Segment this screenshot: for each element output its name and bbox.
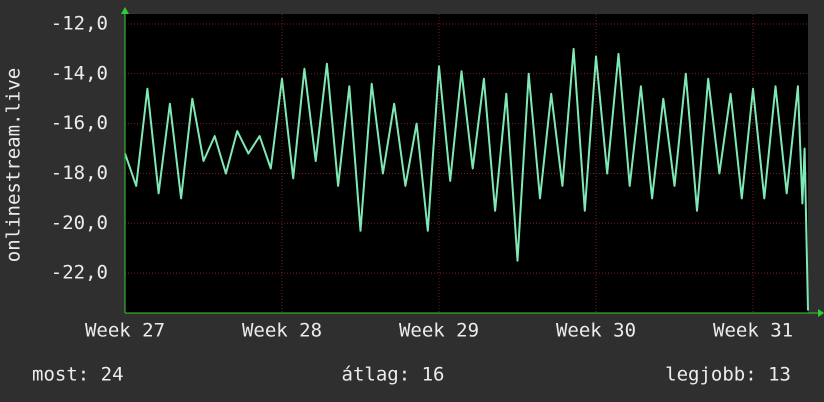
stat-average: átlag: 16 (342, 364, 445, 386)
y-tick-label: -22,0 (51, 262, 108, 284)
x-tick-label: Week 29 (399, 320, 479, 342)
x-tick-label: Week 30 (556, 320, 636, 342)
y-tick-label: -18,0 (51, 162, 108, 184)
stat-best: legjobb: 13 (665, 364, 791, 386)
stat-current: most: 24 (32, 364, 124, 386)
x-tick-label: Week 28 (242, 320, 322, 342)
y-tick-label: -16,0 (51, 112, 108, 134)
y-tick-label: -20,0 (51, 212, 108, 234)
data-line (124, 47, 809, 311)
x-axis-arrow (818, 309, 824, 317)
x-tick-label: Week 27 (85, 320, 165, 342)
plot-area (125, 14, 808, 313)
y-tick-label: -12,0 (51, 12, 108, 34)
y-axis-label: onlinestream.live (3, 68, 25, 262)
x-tick-label: Week 31 (713, 320, 793, 342)
y-axis-arrow (121, 7, 129, 14)
y-tick-label: -14,0 (51, 62, 108, 84)
